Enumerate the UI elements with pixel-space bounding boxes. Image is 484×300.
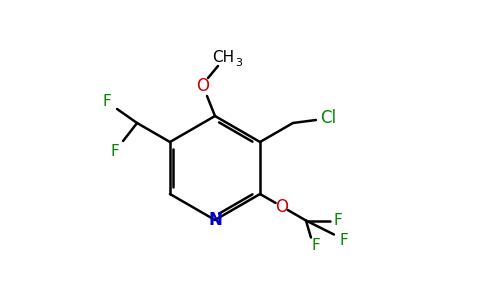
Text: F: F <box>340 233 348 248</box>
Text: F: F <box>111 143 120 158</box>
Text: F: F <box>312 238 320 253</box>
Text: N: N <box>208 211 222 229</box>
Text: F: F <box>103 94 111 109</box>
Text: O: O <box>197 77 210 95</box>
Text: O: O <box>275 197 288 215</box>
Text: F: F <box>333 213 342 228</box>
Text: Cl: Cl <box>320 109 336 127</box>
Text: CH: CH <box>212 50 234 65</box>
Text: 3: 3 <box>236 58 242 68</box>
